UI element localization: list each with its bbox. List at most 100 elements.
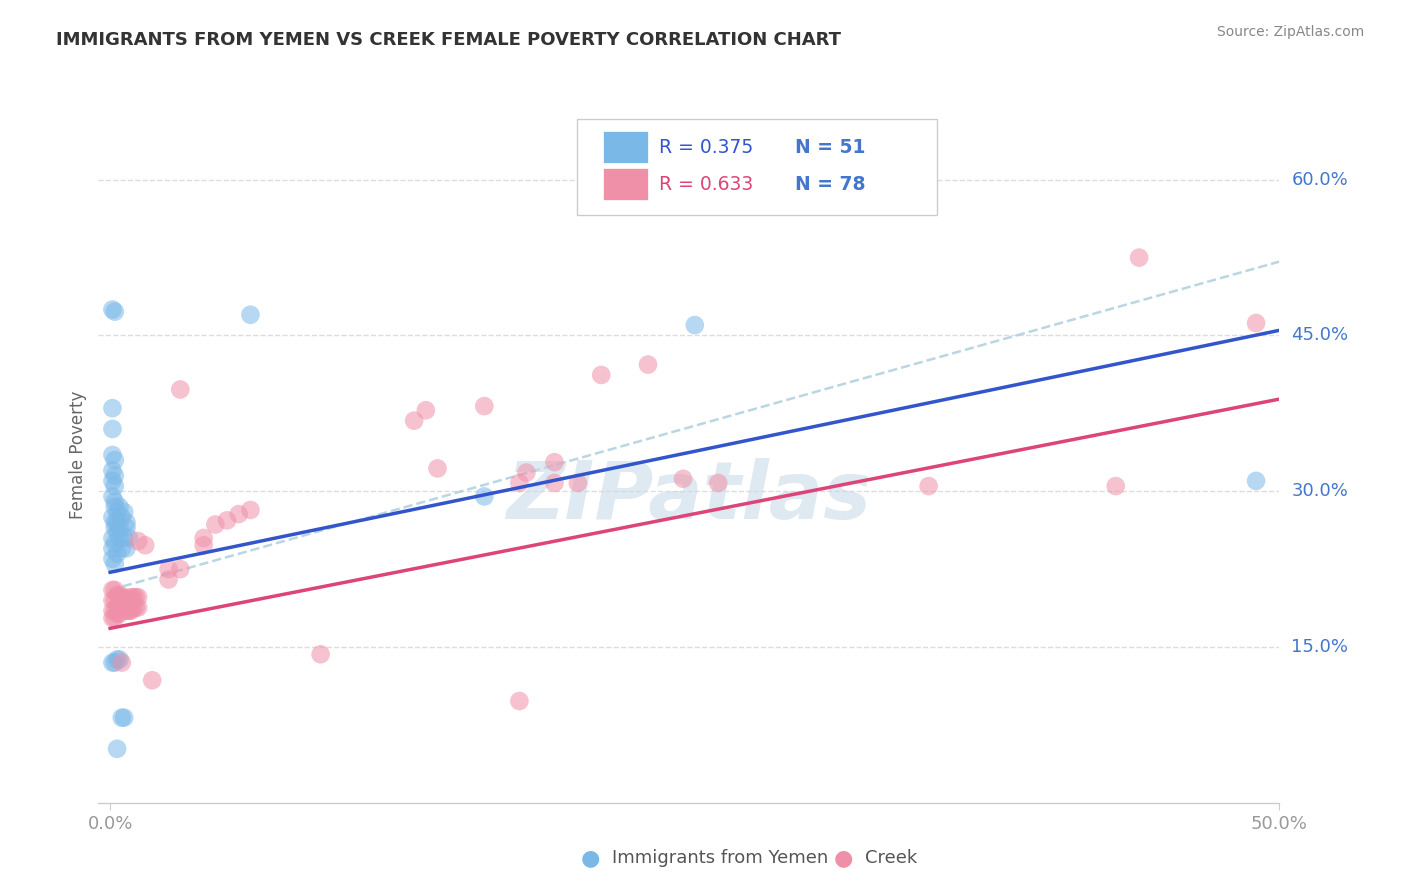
Point <box>101 611 124 625</box>
Point <box>204 517 226 532</box>
Point <box>108 531 131 545</box>
Point <box>157 562 180 576</box>
Point <box>105 607 128 621</box>
Point <box>101 422 124 436</box>
Text: Source: ZipAtlas.com: Source: ZipAtlas.com <box>1216 25 1364 39</box>
Point <box>112 711 135 725</box>
Point <box>112 590 135 604</box>
Point <box>112 531 135 545</box>
Point <box>101 541 124 556</box>
Point <box>104 479 127 493</box>
Point <box>104 582 127 597</box>
Point <box>1244 474 1267 488</box>
Point <box>115 516 138 530</box>
Point <box>101 656 124 670</box>
Point <box>101 474 124 488</box>
Point <box>1105 479 1128 493</box>
Point <box>683 318 706 332</box>
Point <box>193 531 215 545</box>
Point <box>508 694 530 708</box>
Point <box>508 475 530 490</box>
Text: 30.0%: 30.0% <box>1291 483 1348 500</box>
Text: 60.0%: 60.0% <box>1291 170 1348 189</box>
Point <box>101 448 124 462</box>
Point <box>112 593 135 607</box>
Point <box>108 607 131 621</box>
Point <box>101 604 124 618</box>
Point <box>472 490 495 504</box>
Point <box>112 600 135 615</box>
Text: ●: ● <box>834 848 853 868</box>
Point <box>141 673 163 688</box>
Point <box>309 648 332 662</box>
Point <box>112 505 135 519</box>
Point <box>637 358 659 372</box>
Point <box>118 531 141 545</box>
Text: 15.0%: 15.0% <box>1291 638 1348 656</box>
Point <box>120 593 142 607</box>
Point <box>105 741 128 756</box>
Point <box>104 557 127 571</box>
Point <box>111 656 134 670</box>
Text: N = 78: N = 78 <box>796 175 866 194</box>
Point <box>111 541 134 556</box>
Point <box>1244 316 1267 330</box>
Text: R = 0.633: R = 0.633 <box>659 175 754 194</box>
Point <box>104 516 127 530</box>
Point <box>108 520 131 534</box>
Point <box>1128 251 1150 265</box>
Point <box>120 604 142 618</box>
Point <box>101 531 124 545</box>
Point <box>105 652 128 666</box>
Point <box>111 711 134 725</box>
Text: N = 51: N = 51 <box>796 138 866 157</box>
Point <box>567 475 589 490</box>
Point <box>104 500 127 514</box>
Point <box>215 513 238 527</box>
Point <box>228 507 250 521</box>
Point <box>111 510 134 524</box>
Point <box>118 604 141 618</box>
Text: ZIPatlas: ZIPatlas <box>506 458 872 536</box>
FancyBboxPatch shape <box>603 169 648 200</box>
Point <box>104 520 127 534</box>
Point <box>120 590 142 604</box>
Point <box>125 590 148 604</box>
Point <box>515 466 537 480</box>
Point <box>426 461 449 475</box>
Text: ●: ● <box>581 848 600 868</box>
Point <box>101 510 124 524</box>
Point <box>111 600 134 615</box>
Point <box>105 525 128 540</box>
Point <box>101 490 124 504</box>
Point <box>101 593 124 607</box>
Text: Creek: Creek <box>865 849 917 867</box>
Point <box>157 573 180 587</box>
Point <box>101 582 124 597</box>
Point <box>115 604 138 618</box>
Point <box>122 590 145 604</box>
Point <box>108 599 131 613</box>
Text: IMMIGRANTS FROM YEMEN VS CREEK FEMALE POVERTY CORRELATION CHART: IMMIGRANTS FROM YEMEN VS CREEK FEMALE PO… <box>56 31 841 49</box>
Point <box>104 536 127 550</box>
Point <box>104 656 127 670</box>
Point <box>101 401 124 416</box>
Point <box>101 551 124 566</box>
Point <box>127 590 149 604</box>
Point <box>115 541 138 556</box>
FancyBboxPatch shape <box>576 119 936 215</box>
Point <box>917 479 939 493</box>
Point <box>120 600 142 615</box>
Point <box>118 593 141 607</box>
Point <box>1315 370 1337 384</box>
Point <box>115 520 138 534</box>
Point <box>105 505 128 519</box>
Text: 45.0%: 45.0% <box>1291 326 1348 344</box>
Point <box>543 455 565 469</box>
Point <box>105 516 128 530</box>
Point <box>118 604 141 618</box>
Point <box>122 600 145 615</box>
Point <box>108 500 131 514</box>
Point <box>239 308 262 322</box>
Point <box>104 611 127 625</box>
